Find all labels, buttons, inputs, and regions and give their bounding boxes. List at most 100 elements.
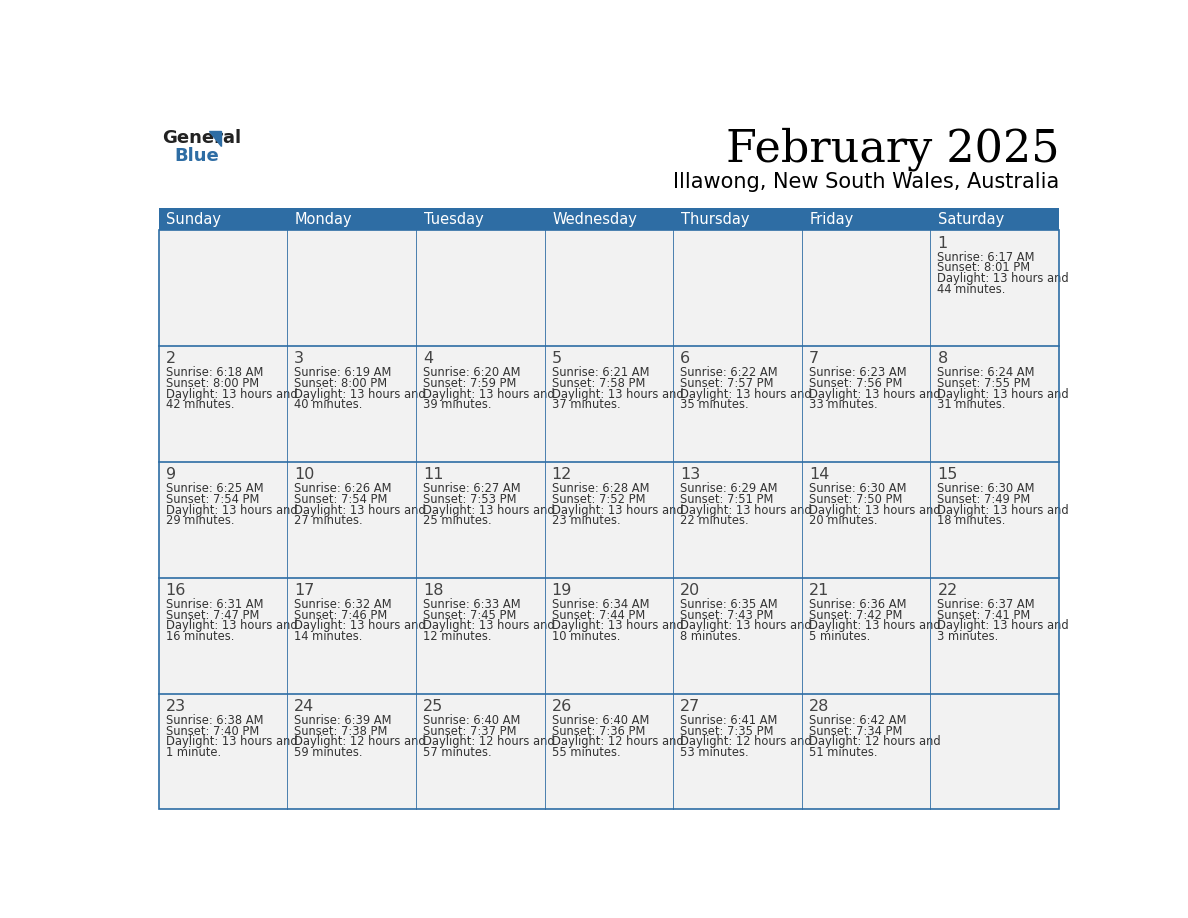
Text: 15: 15 xyxy=(937,467,958,482)
Text: Sunset: 7:37 PM: Sunset: 7:37 PM xyxy=(423,724,517,737)
Text: Sunrise: 6:42 AM: Sunrise: 6:42 AM xyxy=(809,714,906,727)
Text: 14 minutes.: 14 minutes. xyxy=(295,630,362,643)
Bar xyxy=(158,230,1060,810)
Text: 1 minute.: 1 minute. xyxy=(165,745,221,759)
Text: Daylight: 13 hours and: Daylight: 13 hours and xyxy=(809,504,944,517)
Text: General: General xyxy=(162,129,241,148)
Text: 29 minutes.: 29 minutes. xyxy=(165,514,234,527)
Text: Sunrise: 6:24 AM: Sunrise: 6:24 AM xyxy=(937,366,1035,379)
Text: 24: 24 xyxy=(295,699,315,714)
Text: Sunset: 7:59 PM: Sunset: 7:59 PM xyxy=(423,377,517,390)
Bar xyxy=(158,230,287,346)
Bar xyxy=(416,693,544,810)
Text: 1: 1 xyxy=(937,236,948,251)
Text: 26: 26 xyxy=(551,699,571,714)
Text: 33 minutes.: 33 minutes. xyxy=(809,398,878,411)
Text: Sunset: 7:56 PM: Sunset: 7:56 PM xyxy=(809,377,902,390)
Text: 57 minutes.: 57 minutes. xyxy=(423,745,492,759)
Text: 27 minutes.: 27 minutes. xyxy=(295,514,362,527)
Text: 44 minutes.: 44 minutes. xyxy=(937,283,1006,296)
Text: Daylight: 13 hours and: Daylight: 13 hours and xyxy=(423,620,558,633)
Text: 12: 12 xyxy=(551,467,571,482)
Bar xyxy=(802,346,930,462)
Text: Monday: Monday xyxy=(295,212,353,227)
Text: 8: 8 xyxy=(937,352,948,366)
Bar xyxy=(674,230,802,346)
Text: Sunrise: 6:31 AM: Sunrise: 6:31 AM xyxy=(165,599,263,611)
Text: Thursday: Thursday xyxy=(681,212,750,227)
Text: Daylight: 13 hours and: Daylight: 13 hours and xyxy=(165,735,301,748)
Text: Sunset: 7:41 PM: Sunset: 7:41 PM xyxy=(937,609,1031,621)
Text: 40 minutes.: 40 minutes. xyxy=(295,398,362,411)
Text: 39 minutes.: 39 minutes. xyxy=(423,398,492,411)
Text: Daylight: 13 hours and: Daylight: 13 hours and xyxy=(551,620,687,633)
Text: Sunrise: 6:26 AM: Sunrise: 6:26 AM xyxy=(295,482,392,496)
Text: Sunrise: 6:40 AM: Sunrise: 6:40 AM xyxy=(423,714,520,727)
Text: Sunrise: 6:41 AM: Sunrise: 6:41 AM xyxy=(681,714,777,727)
Text: 10: 10 xyxy=(295,467,315,482)
Bar xyxy=(930,346,1060,462)
Text: Daylight: 13 hours and: Daylight: 13 hours and xyxy=(551,504,687,517)
Text: Sunset: 7:40 PM: Sunset: 7:40 PM xyxy=(165,724,259,737)
Text: 10 minutes.: 10 minutes. xyxy=(551,630,620,643)
Text: 18 minutes.: 18 minutes. xyxy=(937,514,1006,527)
Text: 11: 11 xyxy=(423,467,443,482)
Text: February 2025: February 2025 xyxy=(726,127,1060,171)
Text: Sunrise: 6:32 AM: Sunrise: 6:32 AM xyxy=(295,599,392,611)
Text: Sunset: 7:38 PM: Sunset: 7:38 PM xyxy=(295,724,387,737)
Bar xyxy=(544,230,674,346)
Text: 7: 7 xyxy=(809,352,819,366)
Text: Daylight: 13 hours and: Daylight: 13 hours and xyxy=(165,620,301,633)
Text: Sunset: 7:34 PM: Sunset: 7:34 PM xyxy=(809,724,902,737)
Text: 5 minutes.: 5 minutes. xyxy=(809,630,870,643)
Text: Sunday: Sunday xyxy=(166,212,221,227)
Text: Sunset: 7:58 PM: Sunset: 7:58 PM xyxy=(551,377,645,390)
Text: 16: 16 xyxy=(165,583,187,599)
Bar xyxy=(287,577,416,693)
Text: 20: 20 xyxy=(681,583,701,599)
Text: 37 minutes.: 37 minutes. xyxy=(551,398,620,411)
Text: Wednesday: Wednesday xyxy=(552,212,637,227)
Text: Sunset: 7:50 PM: Sunset: 7:50 PM xyxy=(809,493,902,506)
Text: Sunrise: 6:20 AM: Sunrise: 6:20 AM xyxy=(423,366,520,379)
Bar xyxy=(287,346,416,462)
Text: Sunset: 7:51 PM: Sunset: 7:51 PM xyxy=(681,493,773,506)
Bar xyxy=(802,693,930,810)
Bar xyxy=(930,230,1060,346)
Text: 55 minutes.: 55 minutes. xyxy=(551,745,620,759)
Text: Sunrise: 6:35 AM: Sunrise: 6:35 AM xyxy=(681,599,778,611)
Text: Sunset: 8:00 PM: Sunset: 8:00 PM xyxy=(295,377,387,390)
Text: Daylight: 13 hours and: Daylight: 13 hours and xyxy=(295,504,429,517)
Text: 16 minutes.: 16 minutes. xyxy=(165,630,234,643)
Text: 4: 4 xyxy=(423,352,432,366)
Text: 23 minutes.: 23 minutes. xyxy=(551,514,620,527)
Text: 19: 19 xyxy=(551,583,571,599)
Text: Sunrise: 6:34 AM: Sunrise: 6:34 AM xyxy=(551,599,649,611)
Text: Daylight: 13 hours and: Daylight: 13 hours and xyxy=(551,387,687,401)
Text: 21: 21 xyxy=(809,583,829,599)
Bar xyxy=(930,693,1060,810)
Text: Sunrise: 6:22 AM: Sunrise: 6:22 AM xyxy=(681,366,778,379)
Bar xyxy=(158,693,287,810)
Text: 17: 17 xyxy=(295,583,315,599)
Text: 42 minutes.: 42 minutes. xyxy=(165,398,234,411)
Text: 28: 28 xyxy=(809,699,829,714)
Text: Sunrise: 6:21 AM: Sunrise: 6:21 AM xyxy=(551,366,649,379)
Text: 13: 13 xyxy=(681,467,701,482)
Bar xyxy=(416,462,544,577)
Polygon shape xyxy=(209,131,221,146)
Text: Sunrise: 6:29 AM: Sunrise: 6:29 AM xyxy=(681,482,778,496)
Bar xyxy=(158,346,287,462)
Bar xyxy=(930,462,1060,577)
Text: 8 minutes.: 8 minutes. xyxy=(681,630,741,643)
Bar xyxy=(287,230,416,346)
Text: Daylight: 13 hours and: Daylight: 13 hours and xyxy=(937,272,1073,285)
Text: Daylight: 12 hours and: Daylight: 12 hours and xyxy=(681,735,815,748)
Text: Daylight: 13 hours and: Daylight: 13 hours and xyxy=(681,504,815,517)
Text: Sunset: 7:35 PM: Sunset: 7:35 PM xyxy=(681,724,773,737)
Text: Sunrise: 6:23 AM: Sunrise: 6:23 AM xyxy=(809,366,906,379)
Bar xyxy=(158,577,287,693)
Text: Blue: Blue xyxy=(175,147,220,164)
Text: Daylight: 13 hours and: Daylight: 13 hours and xyxy=(937,387,1073,401)
Text: 18: 18 xyxy=(423,583,443,599)
